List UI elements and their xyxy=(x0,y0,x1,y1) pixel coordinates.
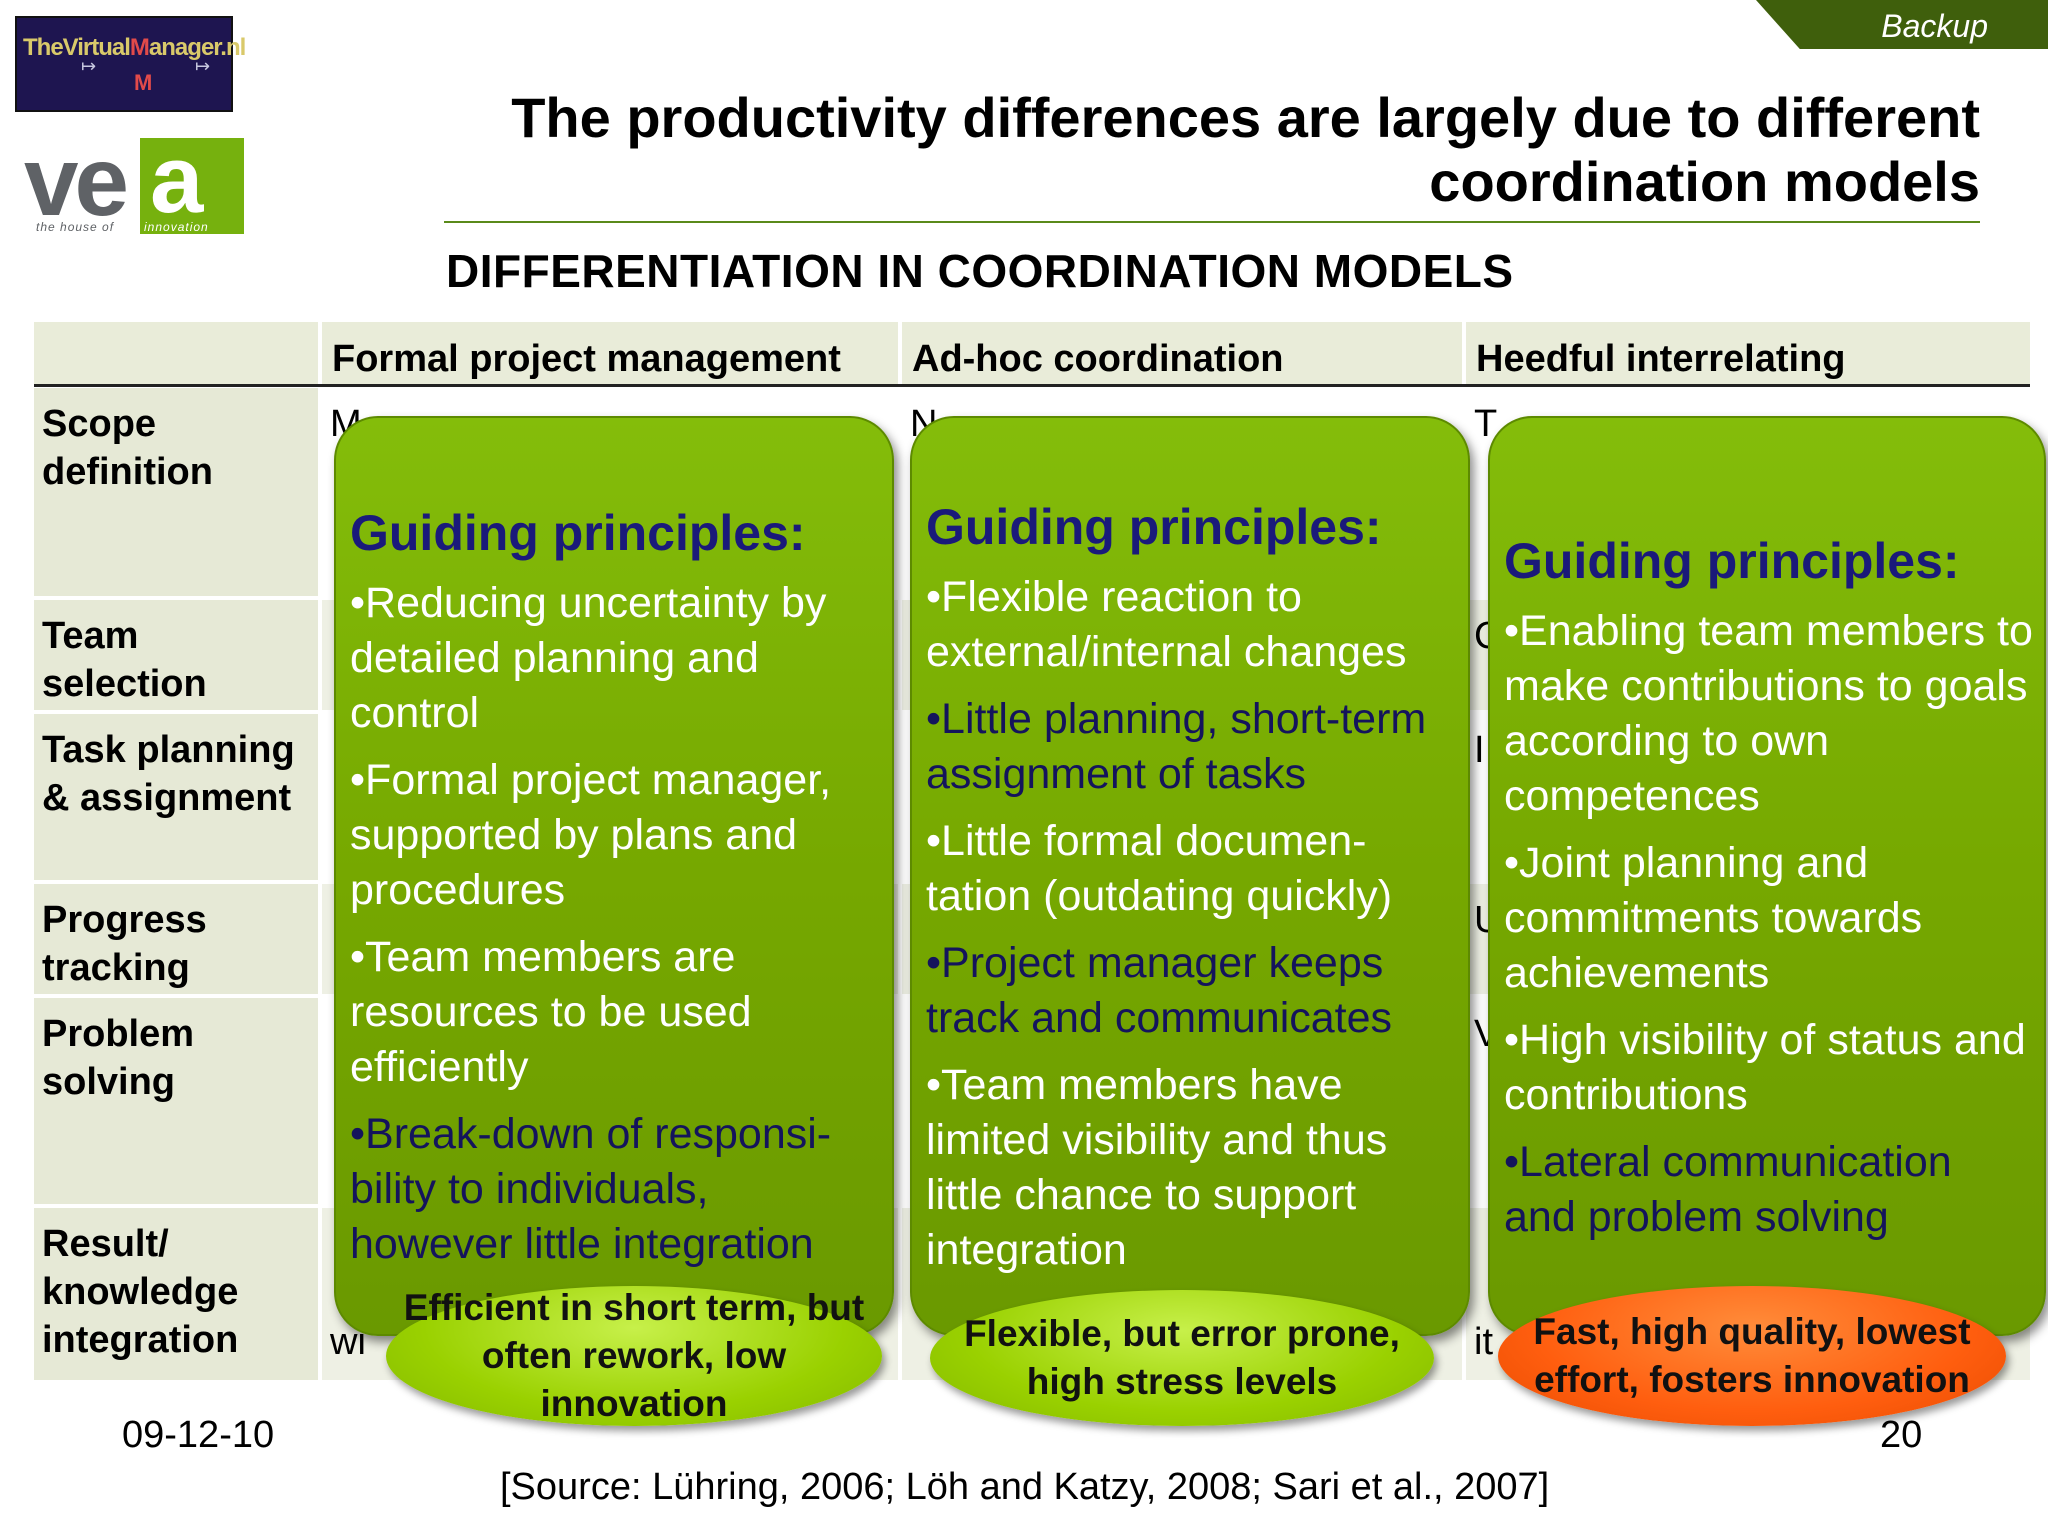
principle-item: •Break-down of responsi-bility to indivi… xyxy=(350,1110,832,1268)
principle-item: •Little planning, short-term assignment … xyxy=(926,695,1427,798)
principle-item: •High visibility of status and contribut… xyxy=(1504,1016,2026,1119)
arrow-right-icon: ↦ xyxy=(81,56,97,76)
table-header-row: Formal project management Ad-hoc coordin… xyxy=(34,322,2030,384)
guiding-principles-panel-formal: Guiding principles: •Reducing uncertaint… xyxy=(334,416,894,1336)
table-header-cell: Ad-hoc coordination xyxy=(902,322,1462,384)
principle-item: •Team members have limited visibility an… xyxy=(926,1061,1388,1274)
vea-logo-ve: ve xyxy=(24,126,129,236)
principle-item: •Reducing uncertainty by detailed planni… xyxy=(350,579,827,737)
backup-tab: Backup xyxy=(1756,0,2048,49)
page-number: 20 xyxy=(1880,1414,1923,1456)
principles-list: •Reducing uncertainty by detailed planni… xyxy=(350,576,882,1284)
guiding-principles-panel-heedful: Guiding principles: •Enabling team membe… xyxy=(1488,416,2046,1336)
panel-title: Guiding principles: xyxy=(1504,533,1960,589)
table-header-cell: Formal project management xyxy=(322,322,898,384)
title-divider xyxy=(444,221,1980,223)
vea-tagline-right: innovation xyxy=(144,220,209,234)
tvm-logo-text: TheVirtualManager.nl xyxy=(23,34,246,61)
principle-item: •Joint planning and commitments towards … xyxy=(1504,839,1923,997)
vea-logo: ve a the house of innovation xyxy=(24,132,244,238)
outcome-badge-adhoc: Flexible, but error prone, high stress l… xyxy=(930,1290,1434,1426)
thevirtualmanager-logo: TheVirtualManager.nl ↦ ↦ M xyxy=(15,16,246,112)
row-label: Result/ knowledge integration xyxy=(34,1208,318,1380)
vea-logo-a: a xyxy=(150,126,204,233)
principle-item: •Formal project manager, supported by pl… xyxy=(350,756,832,914)
backup-label: Backup xyxy=(1881,8,1988,44)
vea-logo-box: a xyxy=(140,132,244,234)
arrow-right-icon: ↦ xyxy=(195,56,211,76)
guiding-principles-panel-adhoc: Guiding principles: •Flexible reaction t… xyxy=(910,416,1470,1336)
slide-subtitle: DIFFERENTIATION IN COORDINATION MODELS xyxy=(446,245,1514,297)
principle-item: •Little formal documen-tation (outdating… xyxy=(926,817,1393,920)
principles-list: •Enabling team members to make contribut… xyxy=(1504,604,2034,1257)
outcome-badge-formal: Efficient in short term, but often rewor… xyxy=(386,1286,882,1426)
principle-item: •Project manager keeps track and communi… xyxy=(926,939,1393,1042)
tvm-logo-m: M xyxy=(134,70,153,95)
principle-item: •Team members are resources to be used e… xyxy=(350,933,752,1091)
principle-item: •Flexible reaction to external/internal … xyxy=(926,573,1407,676)
slide-title: The productivity differences are largely… xyxy=(511,86,1980,213)
row-label: Task planning & assignment xyxy=(34,714,318,880)
row-label: Team selection xyxy=(34,600,318,710)
panel-title: Guiding principles: xyxy=(926,499,1382,555)
panel-title: Guiding principles: xyxy=(350,505,806,561)
table-header-cell xyxy=(34,322,318,384)
principles-list: •Flexible reaction to external/internal … xyxy=(926,570,1458,1290)
row-label: Scope definition xyxy=(34,388,318,596)
table-header-cell: Heedful interrelating xyxy=(1466,322,2030,384)
row-label: Progress tracking xyxy=(34,884,318,994)
outcome-badge-heedful: Fast, high quality, lowest effort, foste… xyxy=(1498,1286,2006,1426)
principle-item: •Enabling team members to make contribut… xyxy=(1504,607,2033,820)
footer-date: 09-12-10 xyxy=(122,1414,275,1456)
principle-item: •Lateral communication and problem solvi… xyxy=(1504,1138,1952,1241)
vea-tagline-left: the house of xyxy=(36,220,115,234)
row-label: Problem solving xyxy=(34,998,318,1204)
source-citation: [Source: Lühring, 2006; Löh and Katzy, 2… xyxy=(500,1466,1550,1508)
table-header-rule xyxy=(34,384,2030,387)
